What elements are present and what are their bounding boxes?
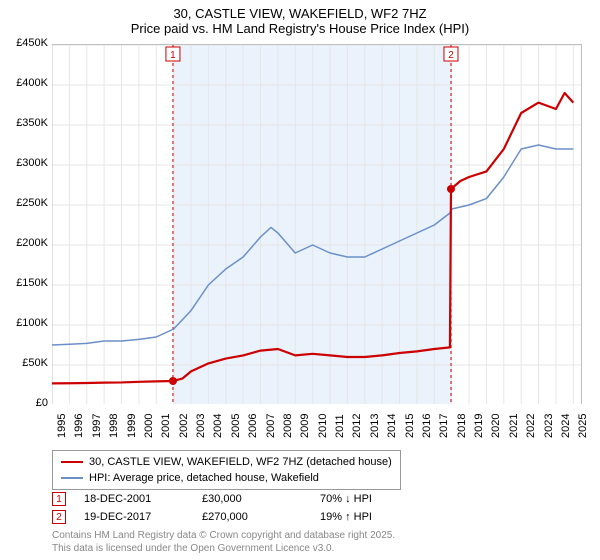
x-tick-label: 2023 — [543, 414, 555, 438]
x-tick-label: 1998 — [108, 414, 120, 438]
x-tick-label: 2022 — [525, 414, 537, 438]
sale-marker-number: 1 — [56, 494, 62, 505]
sale-marker-badge: 2 — [52, 510, 66, 524]
svg-text:2: 2 — [448, 50, 454, 61]
x-tick-label: 2019 — [473, 414, 485, 438]
legend-swatch — [61, 477, 83, 479]
x-tick-label: 1999 — [126, 414, 138, 438]
y-tick-label: £300K — [4, 157, 48, 169]
x-tick-label: 2004 — [212, 414, 224, 438]
x-tick-label: 2014 — [386, 414, 398, 438]
legend-label: HPI: Average price, detached house, Wake… — [89, 472, 319, 484]
x-tick-label: 1997 — [91, 414, 103, 438]
x-tick-label: 2021 — [508, 414, 520, 438]
x-tick-label: 2011 — [334, 414, 346, 438]
x-tick-label: 2017 — [438, 414, 450, 438]
chart-area: 12 — [52, 44, 582, 404]
x-tick-label: 1995 — [56, 414, 68, 438]
legend-item: HPI: Average price, detached house, Wake… — [61, 470, 392, 486]
x-tick-label: 2025 — [577, 414, 589, 438]
x-tick-label: 2006 — [247, 414, 259, 438]
chart-container: 30, CASTLE VIEW, WAKEFIELD, WF2 7HZ Pric… — [0, 0, 600, 560]
sale-date: 18-DEC-2001 — [84, 493, 184, 505]
x-tick-label: 2009 — [299, 414, 311, 438]
x-tick-label: 2024 — [560, 414, 572, 438]
y-tick-label: £50K — [4, 357, 48, 369]
y-tick-label: £0 — [4, 397, 48, 409]
y-tick-label: £200K — [4, 237, 48, 249]
footer-line-1: Contains HM Land Registry data © Crown c… — [52, 530, 395, 543]
title-line-1: 30, CASTLE VIEW, WAKEFIELD, WF2 7HZ — [0, 6, 600, 21]
plot-svg: 12 — [52, 44, 582, 404]
x-tick-label: 2016 — [421, 414, 433, 438]
footer-line-2: This data is licensed under the Open Gov… — [52, 543, 395, 556]
footer: Contains HM Land Registry data © Crown c… — [52, 530, 395, 555]
sales-table: 1 18-DEC-2001 £30,000 70% ↓ HPI 2 19-DEC… — [52, 490, 420, 526]
y-tick-label: £450K — [4, 37, 48, 49]
x-tick-label: 2010 — [317, 414, 329, 438]
x-tick-label: 2000 — [143, 414, 155, 438]
x-tick-label: 2008 — [282, 414, 294, 438]
sale-price: £270,000 — [202, 511, 302, 523]
svg-text:1: 1 — [170, 50, 176, 61]
y-tick-label: £350K — [4, 117, 48, 129]
x-tick-label: 2007 — [265, 414, 277, 438]
y-tick-label: £400K — [4, 77, 48, 89]
x-tick-label: 2018 — [456, 414, 468, 438]
x-tick-label: 2015 — [404, 414, 416, 438]
legend: 30, CASTLE VIEW, WAKEFIELD, WF2 7HZ (det… — [52, 450, 401, 490]
y-tick-label: £150K — [4, 277, 48, 289]
sale-delta: 19% ↑ HPI — [320, 511, 420, 523]
x-tick-label: 2013 — [369, 414, 381, 438]
title-block: 30, CASTLE VIEW, WAKEFIELD, WF2 7HZ Pric… — [0, 0, 600, 36]
y-tick-label: £100K — [4, 317, 48, 329]
title-line-2: Price paid vs. HM Land Registry's House … — [0, 21, 600, 36]
sale-marker-number: 2 — [56, 512, 62, 523]
sale-delta: 70% ↓ HPI — [320, 493, 420, 505]
sale-marker-badge: 1 — [52, 492, 66, 506]
table-row: 2 19-DEC-2017 £270,000 19% ↑ HPI — [52, 508, 420, 526]
y-tick-label: £250K — [4, 197, 48, 209]
legend-item: 30, CASTLE VIEW, WAKEFIELD, WF2 7HZ (det… — [61, 454, 392, 470]
x-tick-label: 1996 — [73, 414, 85, 438]
legend-swatch — [61, 461, 83, 463]
x-tick-label: 2003 — [195, 414, 207, 438]
x-tick-label: 2002 — [178, 414, 190, 438]
x-tick-label: 2005 — [230, 414, 242, 438]
legend-label: 30, CASTLE VIEW, WAKEFIELD, WF2 7HZ (det… — [89, 456, 392, 468]
x-tick-label: 2001 — [160, 414, 172, 438]
x-tick-label: 2012 — [351, 414, 363, 438]
table-row: 1 18-DEC-2001 £30,000 70% ↓ HPI — [52, 490, 420, 508]
x-tick-label: 2020 — [490, 414, 502, 438]
sale-date: 19-DEC-2017 — [84, 511, 184, 523]
sale-price: £30,000 — [202, 493, 302, 505]
